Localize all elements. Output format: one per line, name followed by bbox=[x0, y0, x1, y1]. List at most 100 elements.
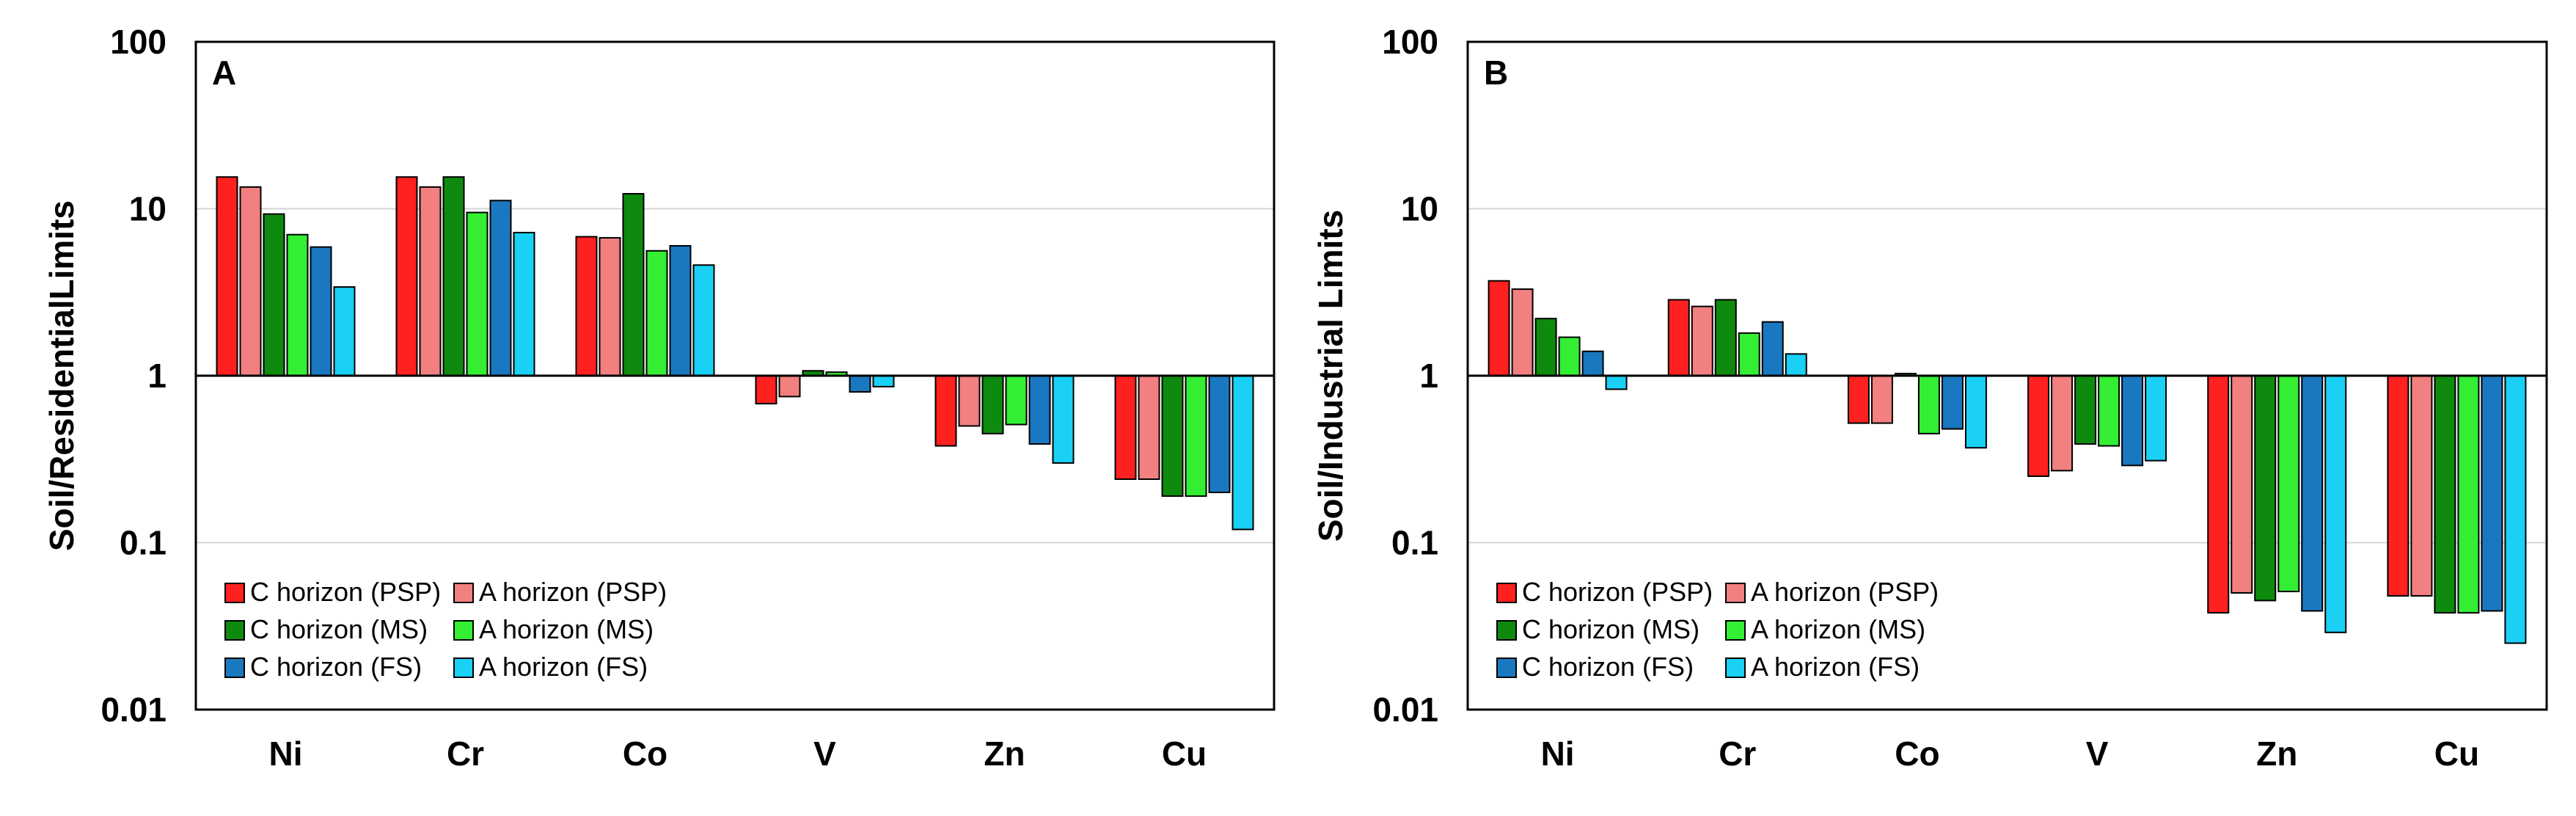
panel-b: Ni Cr Co V Zn Cu 100 10 1 0.1 0.01 Soil/Industrial … bbox=[1311, 23, 2548, 773]
plot-frame bbox=[194, 40, 1276, 711]
bar bbox=[286, 233, 309, 377]
x-tick-label: Cu bbox=[2434, 735, 2479, 773]
panel-label: B bbox=[1484, 54, 1508, 92]
bar bbox=[575, 236, 598, 376]
bar bbox=[1028, 375, 1051, 445]
x-tick-label: Ni bbox=[1541, 735, 1575, 773]
bar bbox=[1964, 375, 1987, 449]
bar bbox=[2074, 375, 2097, 445]
legend-label: A horizon (MS) bbox=[479, 614, 654, 644]
bar bbox=[419, 186, 442, 376]
bar bbox=[2410, 375, 2433, 597]
bar bbox=[1785, 353, 1807, 376]
bar bbox=[2277, 375, 2300, 593]
bar bbox=[239, 186, 262, 376]
legend-swatch bbox=[1725, 657, 1746, 678]
bar bbox=[1052, 375, 1075, 464]
plot-frame bbox=[1466, 40, 2548, 711]
legend-label: C horizon (FS) bbox=[1522, 652, 1694, 682]
bar bbox=[395, 176, 418, 377]
bar bbox=[692, 264, 715, 376]
bar bbox=[2301, 375, 2324, 612]
bar bbox=[1488, 280, 1510, 376]
bar bbox=[1208, 375, 1231, 494]
bar bbox=[1511, 288, 1534, 377]
bar bbox=[333, 286, 356, 376]
bar bbox=[645, 249, 668, 376]
x-tick-label: Zn bbox=[984, 735, 1025, 773]
bar bbox=[599, 237, 621, 377]
legend-swatch bbox=[1496, 657, 1517, 678]
x-tick-label: V bbox=[813, 735, 836, 773]
y-tick-label: 1 bbox=[147, 357, 167, 395]
bar bbox=[216, 176, 238, 377]
legend-label: A horizon (PSP) bbox=[1751, 577, 1939, 607]
bar bbox=[1114, 375, 1137, 481]
bar bbox=[958, 375, 981, 427]
bar bbox=[2207, 375, 2230, 614]
x-tick-label: Cu bbox=[1162, 735, 1207, 773]
bar bbox=[1138, 375, 1160, 481]
bar bbox=[2098, 375, 2121, 447]
y-tick-label: 1 bbox=[1419, 357, 1438, 395]
bar bbox=[849, 375, 871, 393]
bar bbox=[2387, 375, 2409, 597]
legend-swatch bbox=[1725, 620, 1746, 641]
bar bbox=[981, 375, 1004, 434]
bar bbox=[513, 231, 535, 376]
legend-swatch bbox=[453, 620, 474, 641]
legend-label: A horizon (FS) bbox=[479, 652, 648, 682]
legend-swatch bbox=[224, 583, 245, 603]
bar bbox=[2457, 375, 2480, 614]
bar bbox=[2434, 375, 2456, 614]
bar bbox=[1185, 375, 1207, 498]
y-axis-label: Soil/Industrial Limits bbox=[1311, 210, 1350, 542]
bar bbox=[2027, 375, 2050, 477]
bar bbox=[1847, 375, 1870, 424]
y-tick-label: 0.1 bbox=[120, 524, 167, 562]
bar bbox=[1161, 375, 1184, 498]
bar bbox=[1714, 299, 1737, 376]
panel-a: Ni Cr Co V Zn Cu 100 10 1 0.1 0.01 Soil/Residential… bbox=[43, 23, 1276, 773]
legend-swatch bbox=[1496, 583, 1517, 603]
bar bbox=[669, 244, 692, 376]
legend-label: C horizon (FS) bbox=[250, 652, 422, 682]
bar bbox=[1941, 375, 1964, 430]
legend-swatch bbox=[453, 583, 474, 603]
bar bbox=[263, 213, 285, 376]
legend-label: C horizon (MS) bbox=[1522, 614, 1699, 644]
bar bbox=[1667, 299, 1690, 376]
bar bbox=[2051, 375, 2074, 472]
bar bbox=[489, 200, 512, 376]
bar bbox=[1738, 332, 1760, 376]
bar bbox=[2231, 375, 2253, 594]
bar bbox=[1558, 336, 1581, 377]
bar bbox=[310, 246, 332, 376]
bar bbox=[1581, 350, 1604, 376]
x-tick-label: Cr bbox=[447, 735, 484, 773]
x-tick-label: V bbox=[2086, 735, 2109, 773]
bar bbox=[2145, 375, 2167, 462]
bar bbox=[778, 375, 801, 398]
legend-swatch bbox=[453, 657, 474, 678]
bar bbox=[466, 211, 489, 376]
x-tick-label: Cr bbox=[1719, 735, 1756, 773]
bar bbox=[1534, 318, 1557, 377]
y-tick-label: 10 bbox=[129, 190, 167, 228]
y-tick-label: 100 bbox=[1382, 23, 1438, 61]
x-tick-label: Ni bbox=[269, 735, 303, 773]
legend-swatch bbox=[1496, 620, 1517, 641]
bar bbox=[1870, 375, 1893, 424]
y-tick-label: 100 bbox=[110, 23, 167, 61]
y-axis-label: Soil/ResidentialLimits bbox=[43, 200, 81, 551]
legend-label: A horizon (MS) bbox=[1751, 614, 1925, 644]
bar bbox=[1761, 321, 1784, 376]
bar bbox=[1232, 375, 1254, 531]
legend-label: A horizon (FS) bbox=[1751, 652, 1920, 682]
legend-label: C horizon (MS) bbox=[250, 614, 428, 644]
bar bbox=[934, 375, 957, 447]
bar bbox=[2254, 375, 2277, 602]
bar bbox=[1605, 375, 1628, 390]
bar bbox=[442, 176, 465, 377]
